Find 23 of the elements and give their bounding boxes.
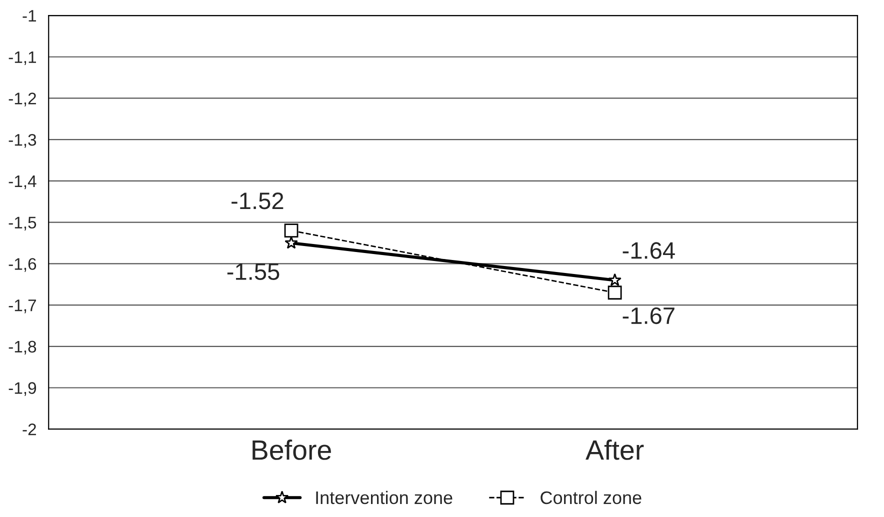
- data-label: -1.67: [622, 307, 674, 324]
- data-label: -1.52: [232, 192, 284, 210]
- x-tick-label: After: [586, 440, 644, 460]
- y-tick-label: -1,2: [8, 92, 36, 106]
- y-tick-label: -1,3: [8, 134, 36, 148]
- y-tick-label: -1,9: [8, 382, 36, 396]
- point: [284, 236, 298, 249]
- point: [608, 286, 622, 300]
- y-tick-label: -1: [22, 10, 36, 22]
- data-label: -1.64: [622, 242, 675, 259]
- y-tick-label: -2: [22, 424, 36, 436]
- y-tick-label: -1,8: [8, 340, 36, 355]
- point: [608, 273, 622, 286]
- y-tick-label: -1,6: [8, 258, 36, 272]
- data-label: -1.55: [227, 264, 280, 280]
- point: [284, 224, 298, 238]
- y-tick-label: -1,5: [8, 216, 36, 230]
- legend-label: Intervention zone: [316, 490, 452, 504]
- legend-label: Control zone: [540, 490, 642, 504]
- y-tick-label: -1,4: [8, 176, 36, 190]
- x-tick-label: Before: [252, 440, 331, 460]
- y-tick-label: -1,1: [8, 51, 36, 66]
- y-tick-label: -1,7: [8, 300, 36, 314]
